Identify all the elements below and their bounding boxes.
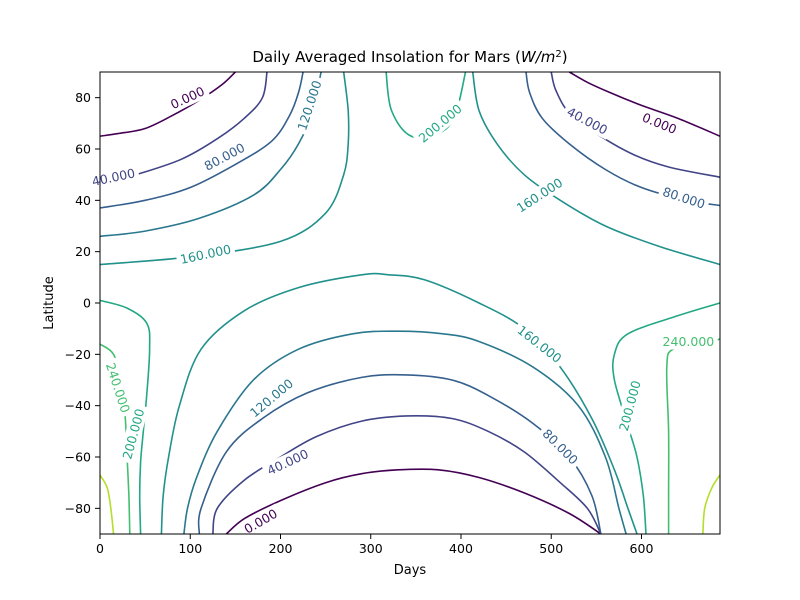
contour-label-bg: [243, 373, 300, 423]
contour-label-bg: [412, 98, 468, 149]
contour-label-bg: [536, 423, 584, 471]
x-tick-label: 100: [178, 541, 202, 556]
contour-label-bg: [511, 319, 568, 369]
contour-label-bg: [198, 137, 251, 176]
contour-line-0-3: [225, 468, 602, 535]
contour-label-bg: [175, 240, 236, 269]
contour-label-bg: [510, 172, 569, 218]
contour-line-240-2: [665, 338, 721, 534]
contour-label-80-3: 80.000: [540, 426, 582, 468]
contour-line-0-2: [568, 71, 721, 137]
contour-label-160-1: 160.000: [179, 241, 233, 266]
contour-label-120-1: 120.000: [294, 78, 324, 132]
contour-line-280-1: [99, 474, 115, 535]
contour-label-bg: [101, 357, 135, 419]
contour-label-bg: [164, 81, 211, 115]
contour-label-160-3: 160.000: [515, 322, 565, 366]
contour-label-bg: [636, 107, 683, 139]
contour-label-40-3: 40.000: [265, 446, 311, 478]
contour-line-240-1: [99, 343, 131, 535]
x-tick-label: 400: [449, 541, 473, 556]
x-axis-ticks: 0 100 200 300 400 500 600: [96, 534, 653, 556]
x-tick-label: 300: [359, 541, 383, 556]
y-axis-ticks: −80 −60 −40 −20 0 20 40 60 80: [65, 90, 100, 516]
contour-label-240-1: 240.000: [103, 361, 133, 415]
y-axis-label: Latitude: [42, 276, 57, 330]
plot-frame: [99, 71, 721, 535]
contour-label-200-3: 200.000: [616, 379, 644, 433]
contour-label-group-200-3: 200.000: [614, 375, 646, 437]
contour-label-group-240-2: 240.000: [659, 333, 718, 350]
contour-line-120-1: [99, 71, 322, 238]
chart-title: Daily Averaged Insolation for Mars (W/m2…: [252, 48, 567, 66]
contour-label-200-1: 200.000: [416, 101, 465, 146]
y-tick-label: −60: [65, 450, 91, 465]
contour-label-group-80-2: 80.000: [657, 182, 711, 214]
contour-lines: [99, 71, 721, 535]
contour-line-160-2: [471, 71, 721, 266]
contour-label-bg: [261, 444, 315, 481]
contour-label-group-80-3: 80.000: [536, 423, 584, 471]
contour-label-40-1: 40.000: [91, 165, 137, 189]
contour-label-120-2: 120.000: [247, 376, 296, 421]
contour-label-group-40-1: 40.000: [86, 164, 141, 191]
x-tick-label: 0: [96, 541, 104, 556]
contour-label-group-240-1: 240.000: [101, 357, 135, 419]
contour-line-40-3: [212, 414, 602, 535]
x-tick-label: 200: [269, 541, 293, 556]
contour-label-0-2: 0.000: [640, 110, 679, 137]
y-tick-label: −80: [65, 501, 91, 516]
contour-label-bg: [237, 503, 284, 539]
contour-label-group-40-3: 40.000: [261, 444, 315, 481]
x-tick-label: 600: [630, 541, 654, 556]
x-axis-label: Days: [394, 563, 427, 578]
contour-line-200-3: [611, 302, 721, 535]
contour-label-bg: [657, 182, 711, 214]
contour-label-bg: [561, 101, 614, 140]
contour-line-280-2: [702, 474, 721, 535]
contour-label-group-40-2: 40.000: [561, 101, 614, 140]
contour-line-160-3: [160, 272, 638, 535]
contour-label-80-2: 80.000: [661, 184, 707, 212]
y-tick-label: −40: [65, 398, 91, 413]
y-tick-label: 60: [75, 142, 91, 157]
contour-label-160-2: 160.000: [514, 175, 566, 216]
contour-line-0-1: [99, 71, 236, 137]
contour-label-group-120-1: 120.000: [292, 75, 327, 136]
contour-label-group-0-1: 0.000: [164, 81, 211, 115]
contour-label-bg: [292, 75, 327, 136]
contour-label-group-200-1: 200.000: [412, 98, 468, 149]
contour-line-80-1: [99, 71, 304, 209]
contour-label-bg: [614, 375, 646, 437]
contour-label-bg: [118, 403, 149, 465]
y-tick-label: 0: [83, 296, 91, 311]
y-tick-label: −20: [65, 347, 91, 362]
contour-line-120-2: [183, 330, 627, 535]
contour-line-200-2: [99, 299, 151, 535]
contour-label-group-160-1: 160.000: [175, 240, 236, 269]
contour-label-group-160-3: 160.000: [511, 319, 568, 369]
contour-label-bg: [659, 333, 718, 350]
contour-label-240-2: 240.000: [663, 334, 715, 349]
contour-label-group-160-2: 160.000: [510, 172, 569, 218]
x-tick-label: 500: [539, 541, 563, 556]
y-tick-label: 80: [75, 90, 91, 105]
y-tick-label: 40: [75, 193, 91, 208]
y-tick-label: 20: [75, 244, 91, 259]
